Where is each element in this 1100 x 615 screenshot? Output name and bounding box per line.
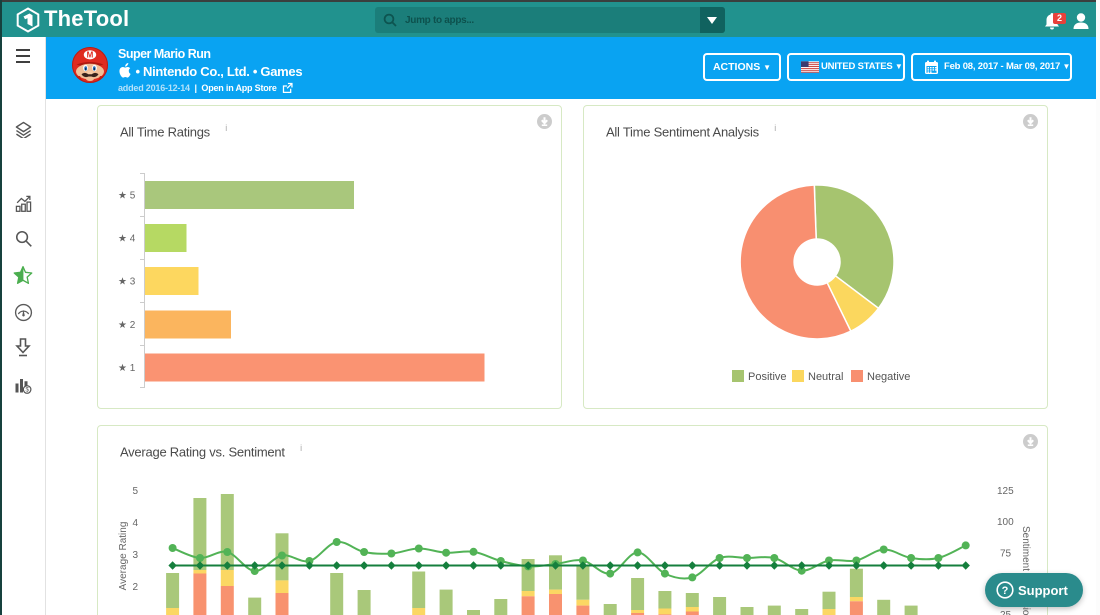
svg-text:M: M [87, 51, 94, 60]
svg-text:5: 5 [132, 486, 138, 497]
svg-text:Sentiment Dispersion: Sentiment Dispersion [1020, 526, 1031, 615]
svg-text:100: 100 [997, 517, 1014, 528]
svg-text:4: 4 [132, 518, 138, 529]
svg-text:Negative: Negative [867, 371, 910, 383]
svg-text:★ 3: ★ 3 [118, 277, 136, 288]
svg-text:$: $ [25, 387, 29, 393]
svg-text:★ 5: ★ 5 [118, 191, 136, 202]
svg-text:★ 4: ★ 4 [118, 234, 136, 245]
svg-text:★ 2: ★ 2 [118, 320, 136, 331]
svg-text:3: 3 [132, 550, 138, 561]
svg-text:125: 125 [997, 486, 1014, 497]
svg-text:?: ? [1002, 585, 1009, 597]
svg-text:Average Rating: Average Rating [118, 522, 129, 591]
svg-text:2: 2 [132, 582, 138, 593]
svg-text:Neutral: Neutral [808, 371, 843, 383]
svg-text:25: 25 [1000, 610, 1012, 615]
svg-text:★ 1: ★ 1 [118, 363, 136, 374]
svg-text:Positive: Positive [748, 371, 787, 383]
svg-text:75: 75 [1000, 549, 1012, 560]
